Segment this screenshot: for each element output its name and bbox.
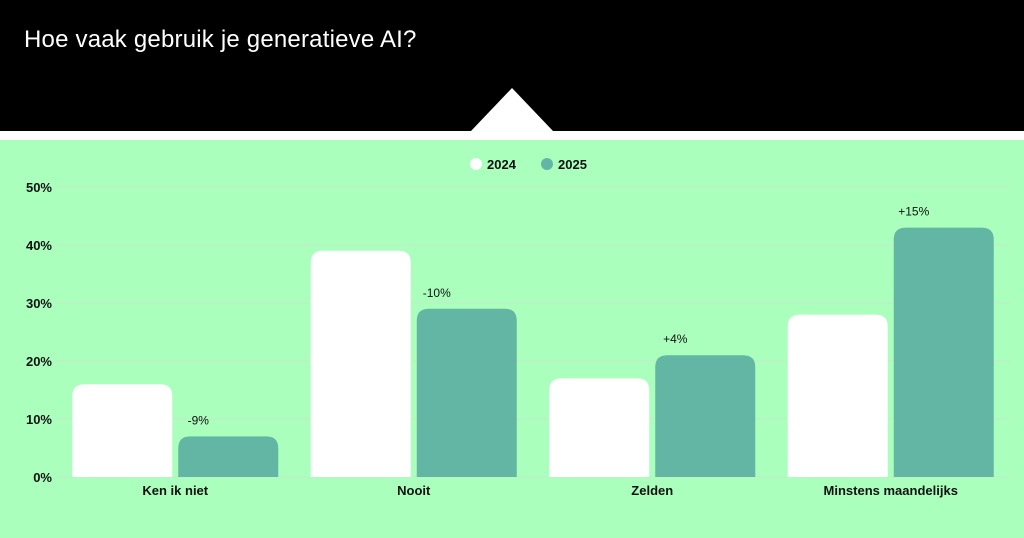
x-axis: Ken ik niet Nooit Zelden Minstens maandelij… [142,483,958,498]
chart-legend: 2024 2025 [470,157,587,172]
legend-label-2024: 2024 [487,157,517,172]
bar-chart: 2024 2025 0% 10% 20% 30% 40% 50% -9% -10% +4% +15… [26,157,1010,498]
bar-2024 [310,250,411,477]
bar-2025 [893,227,994,477]
y-tick-label: 40% [26,238,52,253]
change-annotation: -9% [188,413,210,427]
change-annotation: +15% [898,205,929,219]
y-tick-label: 10% [26,412,52,427]
change-annotation: -10% [423,286,451,300]
bar-2024 [72,384,173,477]
y-tick-label: 30% [26,296,52,311]
chart-panel: 2024 2025 0% 10% 20% 30% 40% 50% -9% -10% +4% +15… [0,140,1024,538]
bar-2025 [655,355,756,477]
chart-annotations: -9% -10% +4% +15% [188,205,930,428]
chart-bars [72,227,994,477]
bar-2024 [549,378,650,477]
y-tick-label: 20% [26,354,52,369]
legend-swatch-2024 [470,158,482,170]
y-tick-label: 0% [33,470,52,485]
change-annotation: +4% [663,332,688,346]
page-title: Hoe vaak gebruik je generatieve AI? [24,26,417,53]
x-tick-label: Ken ik niet [142,483,208,498]
pointer-notch [471,88,553,131]
x-tick-label: Nooit [397,483,431,498]
legend-swatch-2025 [541,158,553,170]
x-tick-label: Minstens maandelijks [824,483,958,498]
bar-2024 [787,314,888,477]
bar-2025 [416,308,517,477]
bar-2025 [178,436,279,477]
legend-label-2025: 2025 [558,157,587,172]
x-tick-label: Zelden [631,483,673,498]
y-tick-label: 50% [26,180,52,195]
y-axis: 0% 10% 20% 30% 40% 50% [26,180,52,485]
